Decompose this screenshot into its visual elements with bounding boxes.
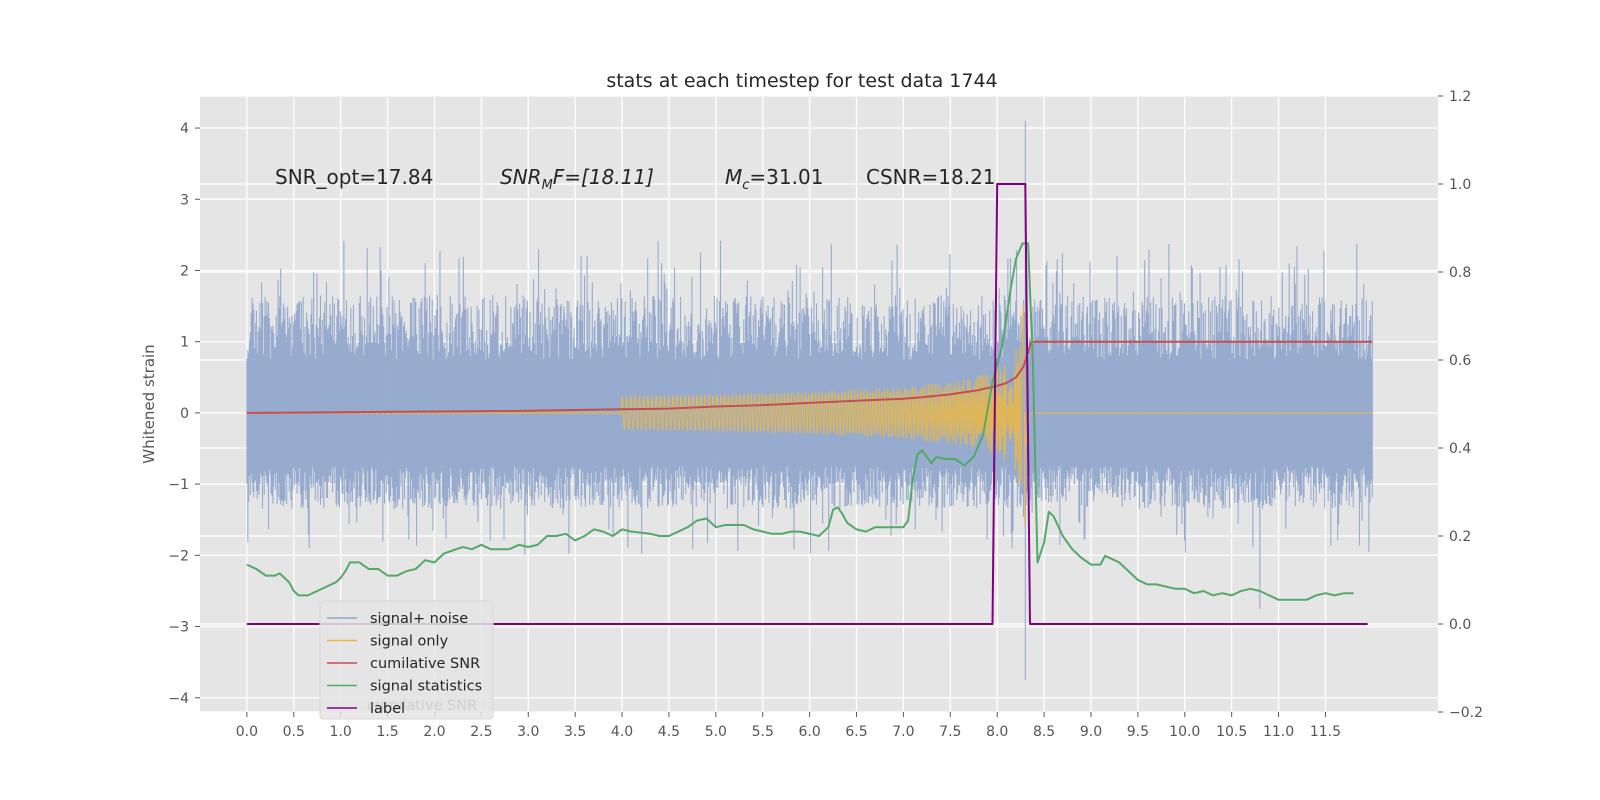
- legend-label: signal+ noise: [370, 611, 468, 627]
- cumilative-snr-series: [246, 340, 1373, 414]
- mc-main: M: [725, 165, 742, 189]
- y2-tick-label: 0.4: [1449, 441, 1471, 457]
- x-tick-label: 8.5: [1033, 724, 1055, 740]
- snr-mf-sub: M: [542, 178, 553, 193]
- signal-only-series: [246, 304, 1373, 526]
- chart-title: stats at each timestep for test data 174…: [606, 70, 997, 92]
- x-tick-label: 3.0: [517, 724, 539, 740]
- x-tick-label: 6.5: [845, 724, 867, 740]
- legend-label: signal statistics: [370, 679, 482, 695]
- mc-sub: c: [742, 178, 749, 193]
- signal-statistics-series: [246, 242, 1354, 601]
- x-tick-label: 11.0: [1263, 724, 1294, 740]
- x-tick-label: 3.5: [564, 724, 586, 740]
- snr-mf-main: SNR: [500, 165, 542, 189]
- snr-mf-annotation: SNRMF=[18.11]: [500, 165, 654, 193]
- x-tick-label: 9.5: [1127, 724, 1149, 740]
- x-tick-label: 1.5: [376, 724, 398, 740]
- x-tick-label: 2.0: [423, 724, 445, 740]
- y-axis-label: Whitened strain: [140, 344, 158, 463]
- y2-tick-label: 0.6: [1449, 353, 1471, 369]
- snr-opt-annotation: SNR_opt=17.84: [275, 165, 433, 189]
- y2-tick-label: 1.2: [1449, 89, 1471, 105]
- legend: cumilative SNR signal+ noise signal only c…: [319, 600, 494, 720]
- y2-tick-label: 0.8: [1449, 265, 1471, 281]
- x-tick-label: 6.0: [798, 724, 820, 740]
- x-tick-label: 0.5: [283, 724, 305, 740]
- y-tick-label: 2: [180, 263, 189, 279]
- x-tick-label: 5.0: [705, 724, 727, 740]
- x-tick-label: 9.0: [1080, 724, 1102, 740]
- x-tick-label: 4.0: [611, 724, 633, 740]
- legend-ghost-label: cumilative SNR: [367, 698, 477, 714]
- series-layer: [246, 120, 1373, 680]
- y-tick-label: 1: [180, 335, 189, 351]
- x-tick-label: 8.0: [986, 724, 1008, 740]
- y-tick-label: −3: [168, 620, 189, 636]
- legend-frame: [319, 600, 494, 720]
- mc-value: =31.01: [749, 165, 823, 189]
- x-tick-label: 7.0: [892, 724, 914, 740]
- y-tick-label: −4: [168, 691, 189, 707]
- y2-tick-label: −0.2: [1449, 705, 1483, 721]
- annotations: SNR_opt=17.84 SNRMF=[18.11] Mc=31.01 CSN…: [275, 165, 996, 193]
- y2-tick-label: 0.2: [1449, 529, 1471, 545]
- label-series: [246, 183, 1368, 625]
- x-tick-label: 7.5: [939, 724, 961, 740]
- snr-mf-f: F=[18.11]: [553, 165, 654, 189]
- y2-tick-label: 1.0: [1449, 177, 1471, 193]
- x-tick-label: 5.5: [752, 724, 774, 740]
- y-tick-label: −2: [168, 548, 189, 564]
- mc-annotation: Mc=31.01: [725, 165, 823, 193]
- y-tick-label: 4: [180, 121, 189, 137]
- csnr-annotation: CSNR=18.21: [866, 165, 996, 189]
- x-tick-label: 10.5: [1216, 724, 1247, 740]
- legend-label: signal only: [370, 634, 449, 650]
- x-tick-label: 10.0: [1169, 724, 1200, 740]
- y-tick-label: 0: [180, 406, 189, 422]
- legend-label: label: [370, 701, 405, 717]
- y2-tick-label: 0.0: [1449, 617, 1471, 633]
- legend-label: cumilative SNR: [370, 656, 480, 672]
- axis-ticks: 0.0 0.5 1.0 1.5 2.0 2.5 3.0 3.5 4.0 4.5 5.0 5.5 6.0 6…: [168, 89, 1483, 740]
- x-tick-label: 11.5: [1310, 724, 1341, 740]
- x-tick-label: 4.5: [658, 724, 680, 740]
- y-tick-label: −1: [168, 477, 189, 493]
- x-tick-label: 0.0: [236, 724, 258, 740]
- x-tick-label: 2.5: [470, 724, 492, 740]
- y-tick-label: 3: [180, 192, 189, 208]
- x-tick-label: 1.0: [330, 724, 352, 740]
